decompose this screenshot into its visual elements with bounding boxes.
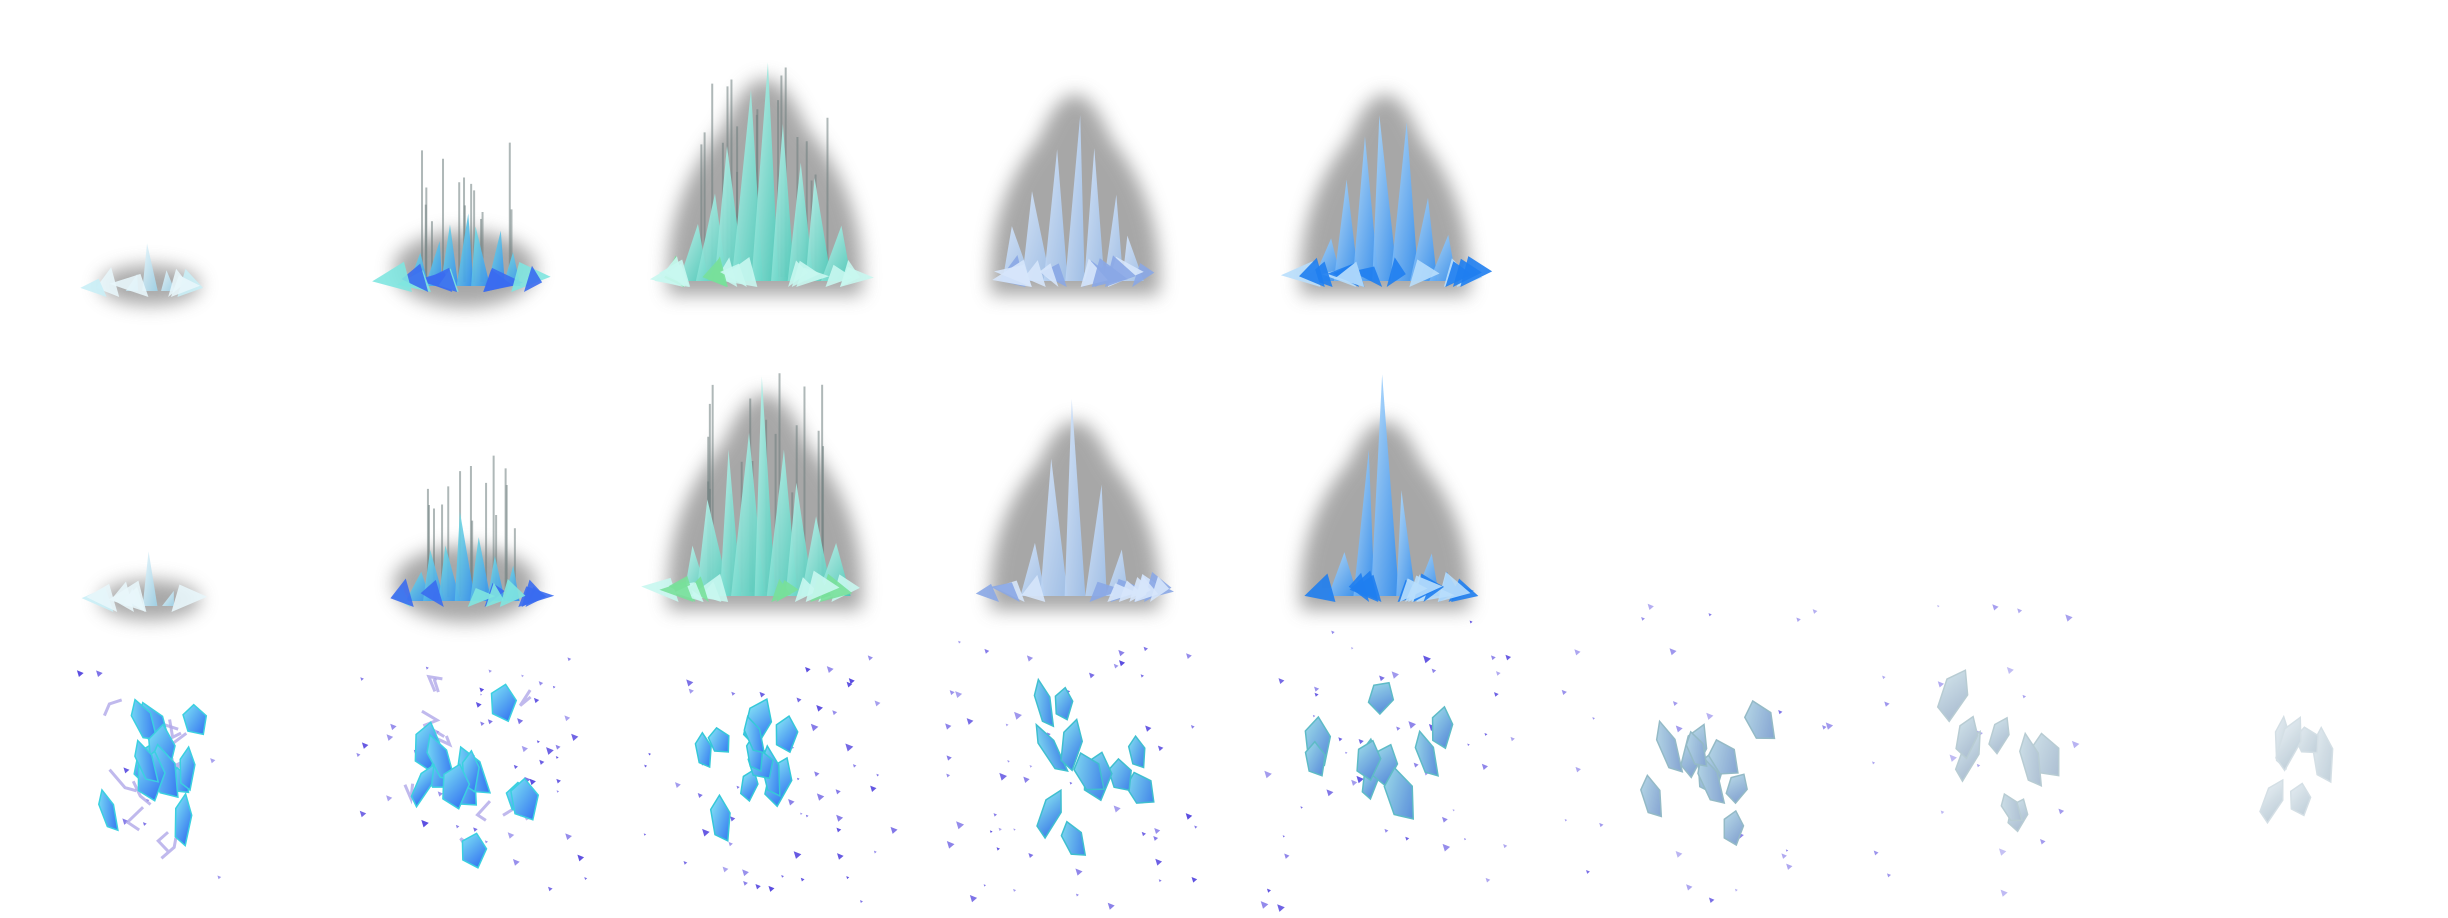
- ice-grow-b-frame-3: [641, 330, 880, 620]
- ice-shatter-frame-4: [945, 640, 1205, 910]
- ice-grow-a-frame-5: [1280, 35, 1493, 305]
- ice-grow-a-frame-4: [975, 35, 1175, 305]
- ice-crystal-sprite: [990, 94, 1160, 295]
- ice-grow-b-frame-4: [975, 365, 1175, 620]
- ice-shatter-sprite: [76, 670, 222, 880]
- ice-shatter-frame-2: [355, 650, 588, 892]
- ice-shatter-sprite: [1260, 620, 1515, 912]
- ice-shatter-frame-3: [640, 635, 900, 905]
- ice-shatter-frame-1: [70, 665, 240, 880]
- ice-shatter-sprite: [2259, 714, 2334, 825]
- ice-grow-b-frame-1: [81, 530, 210, 630]
- ice-shatter-frame-7: [1865, 600, 2135, 900]
- ice-crystal-sprite: [641, 373, 863, 610]
- ice-shatter-sprite: [1872, 604, 2080, 897]
- ice-shatter-frame-8: [2220, 695, 2380, 845]
- ice-grow-b-frame-2: [380, 435, 555, 625]
- ice-crystal-sprite: [649, 62, 874, 295]
- ice-crystal-sprite: [390, 455, 555, 623]
- ice-crystal-sprite: [80, 243, 204, 305]
- ice-shatter-sprite: [1561, 603, 1834, 904]
- ice-grow-a-frame-3: [649, 15, 880, 305]
- ice-crystal-sprite: [81, 551, 208, 620]
- ice-grow-a-frame-2: [372, 120, 551, 310]
- ice-shatter-sprite: [945, 640, 1198, 910]
- ice-shatter-frame-6: [1560, 600, 1834, 904]
- ice-crystal-sprite: [1300, 374, 1479, 610]
- ice-shatter-frame-5: [1255, 620, 1515, 912]
- ice-shatter-sprite: [643, 655, 898, 904]
- ice-crystal-sprite: [1280, 94, 1493, 295]
- ice-crystal-sprite: [372, 142, 551, 308]
- ice-shatter-sprite: [356, 657, 588, 892]
- ice-grow-a-frame-1: [80, 215, 210, 315]
- ice-grow-b-frame-5: [1285, 365, 1485, 620]
- ice-crystal-sprite: [975, 398, 1174, 610]
